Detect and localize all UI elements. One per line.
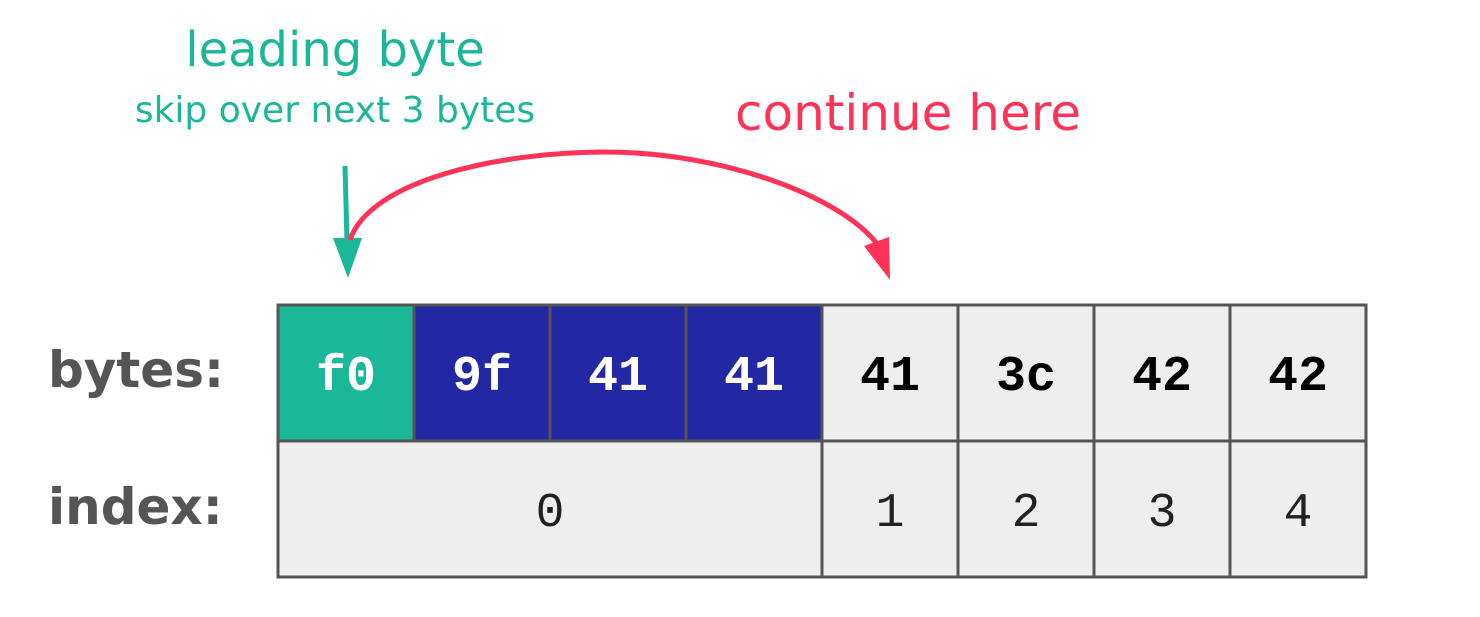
byte-value: 3c bbox=[996, 349, 1056, 406]
index-value: 1 bbox=[876, 487, 905, 541]
byte-value: 41 bbox=[588, 349, 648, 406]
byte-value: 42 bbox=[1132, 349, 1192, 406]
index-cell bbox=[1092, 439, 1232, 579]
leading-byte-subtitle: skip over next 3 bytes bbox=[135, 90, 535, 131]
leading-byte-title: leading byte bbox=[185, 22, 484, 78]
index-cell bbox=[276, 439, 824, 579]
byte-value: 9f bbox=[452, 349, 512, 406]
index-cell bbox=[956, 439, 1096, 579]
index-value: 4 bbox=[1284, 487, 1313, 541]
index-value: 0 bbox=[536, 487, 565, 541]
skip-arrow bbox=[347, 149, 890, 280]
byte-cell bbox=[1092, 303, 1232, 443]
continue-here-label: continue here bbox=[735, 84, 1081, 142]
index-value: 3 bbox=[1148, 487, 1177, 541]
byte-cell bbox=[276, 303, 416, 443]
index-cell bbox=[820, 439, 960, 579]
index-value: 2 bbox=[1012, 487, 1041, 541]
byte-cell bbox=[412, 303, 552, 443]
index-cell bbox=[1228, 439, 1368, 579]
byte-value: 41 bbox=[860, 349, 920, 406]
byte-value: 41 bbox=[724, 349, 784, 406]
byte-value: 42 bbox=[1268, 349, 1328, 406]
leading-arrow bbox=[333, 165, 362, 278]
byte-value: f0 bbox=[316, 349, 376, 406]
index-row-label: index: bbox=[48, 478, 223, 536]
byte-cell bbox=[956, 303, 1096, 443]
byte-cell bbox=[684, 303, 824, 443]
bytes-row-label: bytes: bbox=[48, 341, 224, 399]
byte-cell bbox=[548, 303, 688, 443]
